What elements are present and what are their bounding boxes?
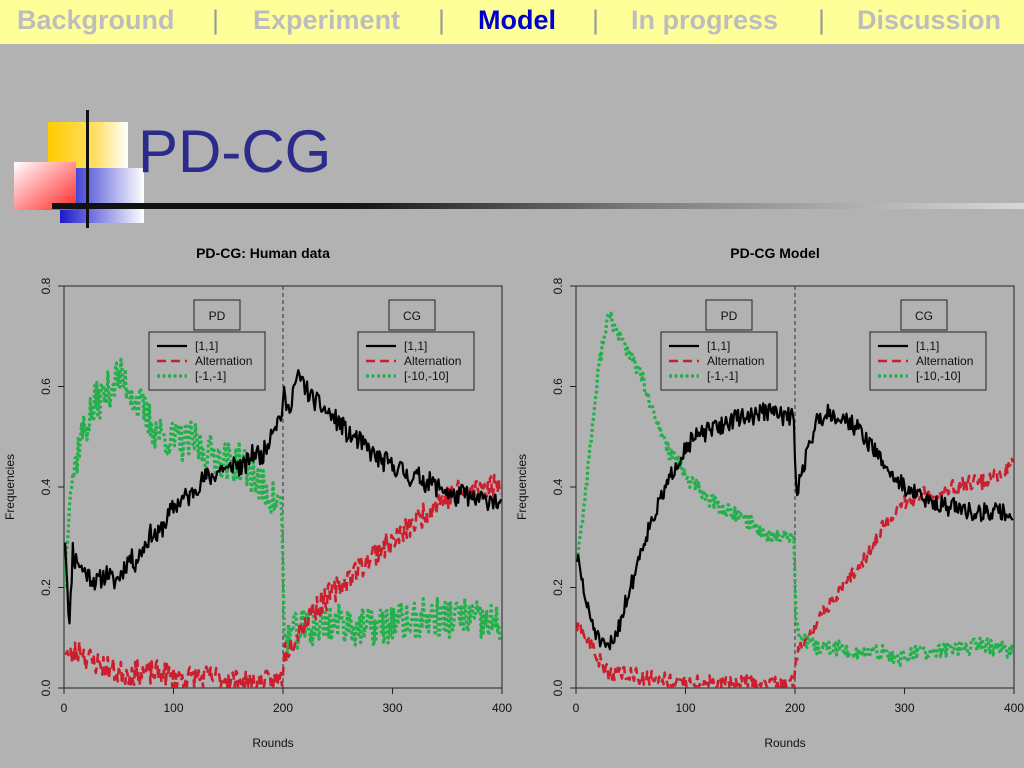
chart-human-data: PD-CG: Human data 0.0 0.2 0.4 0.6 0.8 0 100 200 3… (3, 245, 512, 750)
y-tick-label: 0.8 (39, 277, 53, 294)
legend-box-cg (357, 331, 475, 391)
legend-entry-0: [1,1] (404, 339, 427, 353)
phase-label-cg: CG (403, 309, 421, 323)
x-tick-label: 100 (675, 701, 695, 715)
nav-separator: | (818, 5, 826, 35)
x-tick-label: 100 (163, 701, 183, 715)
series-line-0 (64, 369, 502, 625)
phase-label-pd: PD (209, 309, 226, 323)
y-tick-label: 0.2 (39, 579, 53, 596)
legend-entry-1: Alternation (404, 354, 461, 368)
x-axis-label: Rounds (252, 736, 293, 750)
phase-label-box-pd (193, 299, 241, 331)
nav-item-background[interactable]: Background (17, 5, 175, 35)
legend-entry-1: Alternation (916, 354, 973, 368)
series-line-1 (576, 457, 1014, 688)
phase-label-box-cg (388, 299, 436, 331)
legend-box-cg (869, 331, 987, 391)
y-tick-label: 0.6 (39, 378, 53, 395)
y-tick-label: 0.4 (551, 478, 565, 495)
nav-separator: | (438, 5, 446, 35)
deco-square-red (14, 162, 76, 210)
x-tick-label: 300 (894, 701, 914, 715)
x-tick-label: 400 (1004, 701, 1024, 715)
series-line-0 (576, 402, 1014, 651)
x-tick-label: 200 (785, 701, 805, 715)
phase-label-box-pd (705, 299, 753, 331)
nav-item-in-progress[interactable]: In progress (631, 5, 779, 35)
phase-label-box-cg (900, 299, 948, 331)
title-underline (52, 203, 1024, 209)
y-axis-label: Frequencies (515, 454, 529, 520)
legend-entry-2: [-10,-10] (404, 369, 449, 383)
nav-item-discussion[interactable]: Discussion (857, 5, 1002, 35)
y-tick-label: 0.0 (551, 679, 565, 696)
legend-entry-1: Alternation (195, 354, 252, 368)
nav-separator: | (592, 5, 600, 35)
nav-separator: | (212, 5, 220, 35)
y-tick-label: 0.6 (551, 378, 565, 395)
legend-entry-2: [-10,-10] (916, 369, 961, 383)
legend-entry-2: [-1,-1] (195, 369, 226, 383)
top-nav-bar: Background | Experiment | Model | In pro… (0, 0, 1024, 44)
y-tick-label: 0.4 (39, 478, 53, 495)
x-axis-label: Rounds (764, 736, 805, 750)
legend-box-pd (660, 331, 778, 391)
y-tick-label: 0.8 (551, 277, 565, 294)
y-axis-label: Frequencies (3, 454, 17, 520)
x-tick-label: 400 (492, 701, 512, 715)
chart-title: PD-CG Model (730, 245, 819, 261)
legend-entry-0: [1,1] (707, 339, 730, 353)
x-tick-label: 0 (61, 701, 68, 715)
chart-title: PD-CG: Human data (196, 245, 330, 261)
legend-box-pd (148, 331, 266, 391)
y-tick-label: 0.2 (551, 579, 565, 596)
x-tick-label: 200 (273, 701, 293, 715)
legend-entry-0: [1,1] (916, 339, 939, 353)
phase-label-cg: CG (915, 309, 933, 323)
slide-title: PD-CG (138, 118, 332, 185)
nav-item-model[interactable]: Model (478, 5, 556, 35)
deco-vertical-line (86, 110, 89, 228)
y-tick-label: 0.0 (39, 679, 53, 696)
series-line-2 (64, 357, 502, 658)
series-line-1 (64, 473, 502, 688)
series-line-2 (576, 311, 1014, 667)
x-tick-label: 0 (573, 701, 580, 715)
legend-entry-1: Alternation (707, 354, 764, 368)
plot-frame (575, 285, 1015, 689)
phase-label-pd: PD (721, 309, 738, 323)
legend-entry-2: [-1,-1] (707, 369, 738, 383)
decorative-squares (14, 110, 144, 228)
x-tick-label: 300 (382, 701, 402, 715)
nav-item-experiment[interactable]: Experiment (253, 5, 401, 35)
legend-entry-0: [1,1] (195, 339, 218, 353)
chart-model: PD-CG Model 0.0 0.2 0.4 0.6 0.8 0 100 200 300 400 R… (515, 245, 1024, 750)
